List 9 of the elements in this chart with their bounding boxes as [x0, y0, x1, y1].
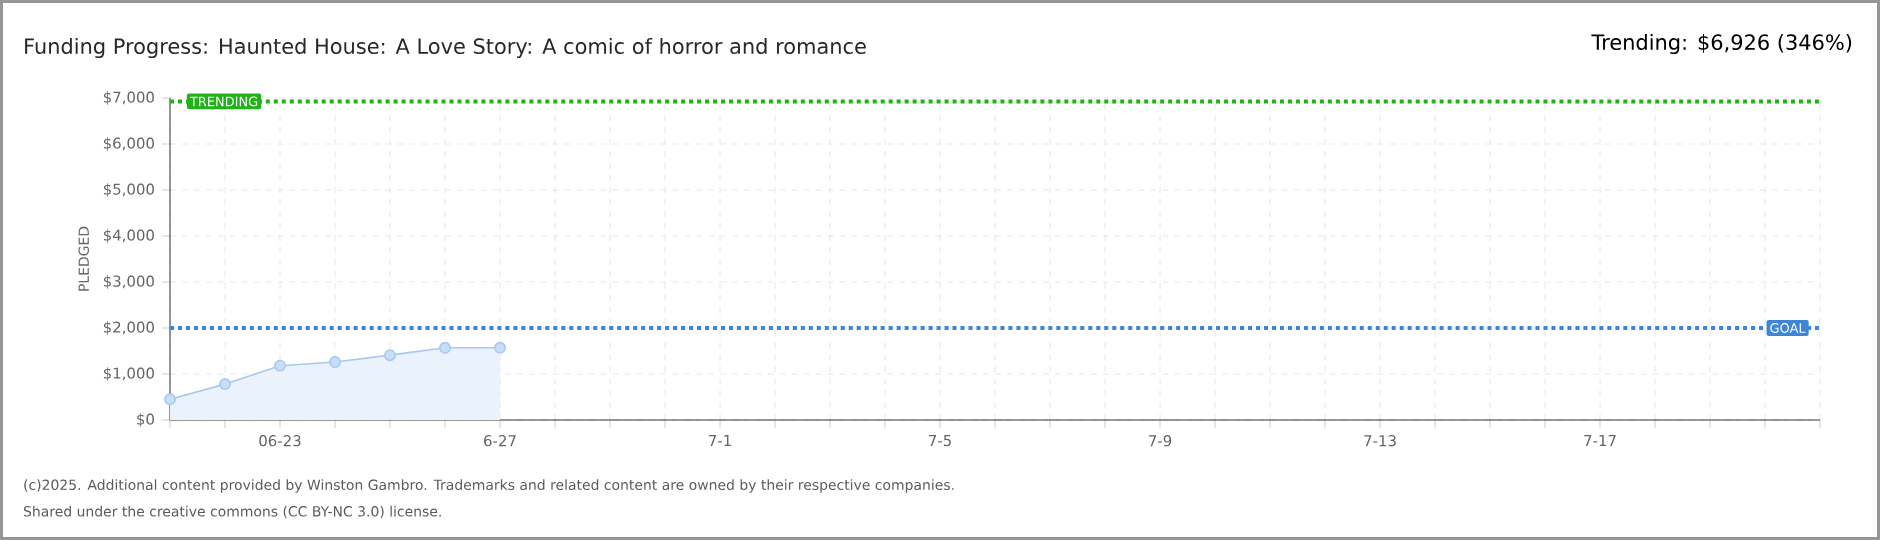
point — [439, 341, 452, 354]
point — [274, 359, 287, 372]
point — [494, 341, 507, 354]
point — [384, 349, 397, 362]
point — [329, 356, 342, 369]
point — [164, 393, 177, 406]
chart-title: Funding Progress: Haunted House: A Love Story: A comic of horror and romance — [25, 37, 866, 59]
text: Trending: $6,926 (346%) — [1591, 33, 1852, 55]
point — [219, 378, 232, 391]
